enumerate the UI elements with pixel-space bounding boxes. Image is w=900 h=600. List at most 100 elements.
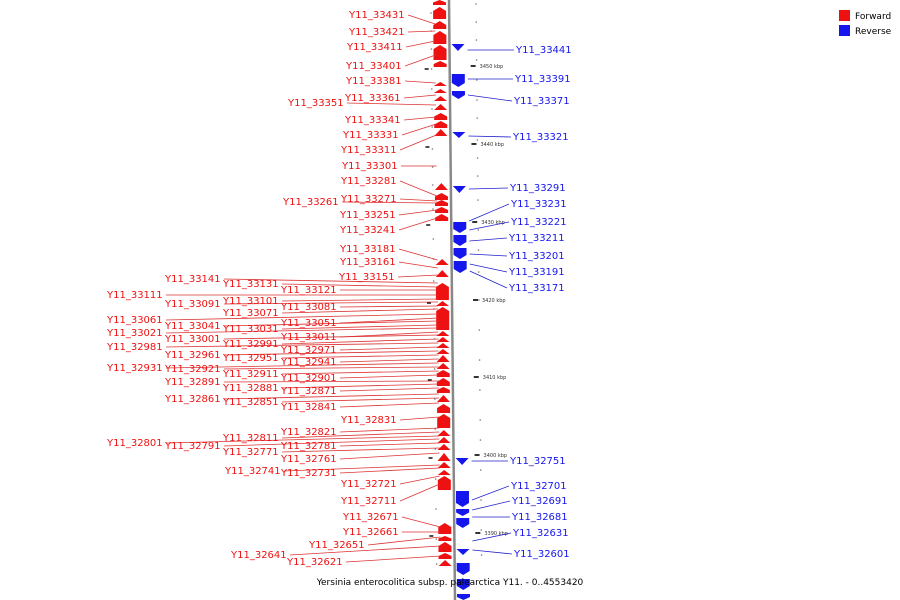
forward-gene-label[interactable]: Y11_32951 <box>222 353 279 364</box>
forward-gene-label[interactable]: Y11_32941 <box>280 357 337 368</box>
forward-gene-label[interactable]: Y11_33021 <box>106 328 163 339</box>
reverse-gene-label[interactable]: Y11_32601 <box>513 549 570 560</box>
forward-feature-31[interactable] <box>436 387 450 393</box>
forward-gene-label[interactable]: Y11_32731 <box>280 468 337 479</box>
reverse-gene-label[interactable]: Y11_32681 <box>511 512 568 523</box>
forward-gene-label[interactable]: Y11_32771 <box>222 447 279 458</box>
forward-feature-5[interactable] <box>433 61 447 67</box>
forward-gene-label[interactable]: Y11_32851 <box>222 397 279 408</box>
forward-feature-4[interactable] <box>433 45 447 60</box>
forward-feature-1[interactable] <box>433 7 447 19</box>
reverse-feature-8[interactable] <box>453 261 467 273</box>
reverse-feature-9[interactable] <box>455 458 469 465</box>
forward-gene-label[interactable]: Y11_32981 <box>106 342 163 353</box>
reverse-gene-label[interactable]: Y11_32751 <box>509 456 566 467</box>
forward-gene-label[interactable]: Y11_32661 <box>342 527 399 538</box>
forward-gene-label[interactable]: Y11_32621 <box>286 557 343 568</box>
forward-gene-label[interactable]: Y11_33031 <box>222 324 279 335</box>
forward-gene-label[interactable]: Y11_32931 <box>106 363 163 374</box>
forward-gene-label[interactable]: Y11_33071 <box>222 308 279 319</box>
forward-feature-0[interactable] <box>433 0 447 5</box>
reverse-feature-5[interactable] <box>453 222 467 233</box>
reverse-gene-label[interactable]: Y11_32691 <box>511 496 568 507</box>
forward-gene-label[interactable]: Y11_32761 <box>280 454 337 465</box>
forward-feature-6[interactable] <box>433 82 447 86</box>
forward-feature-43[interactable] <box>438 536 452 541</box>
forward-feature-21[interactable] <box>436 301 450 306</box>
forward-feature-18[interactable] <box>435 259 449 265</box>
forward-gene-label[interactable]: Y11_32791 <box>164 441 221 452</box>
forward-gene-label[interactable]: Y11_33011 <box>280 332 337 343</box>
forward-gene-label[interactable]: Y11_33131 <box>222 279 279 290</box>
forward-feature-28[interactable] <box>436 363 450 369</box>
forward-gene-label[interactable]: Y11_32781 <box>280 441 337 452</box>
forward-feature-37[interactable] <box>437 444 451 450</box>
forward-gene-label[interactable]: Y11_32891 <box>164 377 221 388</box>
reverse-gene-label[interactable]: Y11_33321 <box>512 132 569 143</box>
reverse-feature-14[interactable] <box>456 563 470 575</box>
forward-gene-label[interactable]: Y11_32721 <box>340 479 397 490</box>
reverse-gene-label[interactable]: Y11_32701 <box>510 481 567 492</box>
forward-feature-36[interactable] <box>437 437 451 443</box>
forward-gene-label[interactable]: Y11_33281 <box>340 176 397 187</box>
forward-gene-label[interactable]: Y11_33251 <box>339 210 396 221</box>
reverse-feature-13[interactable] <box>456 549 470 555</box>
forward-gene-label[interactable]: Y11_32811 <box>222 433 279 444</box>
forward-feature-24[interactable] <box>436 337 450 342</box>
forward-feature-8[interactable] <box>433 96 447 101</box>
forward-gene-label[interactable]: Y11_33421 <box>348 27 405 38</box>
forward-gene-label[interactable]: Y11_33311 <box>340 145 397 156</box>
forward-feature-17[interactable] <box>435 214 449 221</box>
forward-gene-label[interactable]: Y11_32901 <box>280 373 337 384</box>
forward-feature-12[interactable] <box>434 129 448 136</box>
forward-gene-label[interactable]: Y11_32831 <box>340 415 397 426</box>
forward-gene-label[interactable]: Y11_33161 <box>339 257 396 268</box>
forward-feature-44[interactable] <box>438 542 452 552</box>
forward-gene-label[interactable]: Y11_33041 <box>164 321 221 332</box>
forward-gene-label[interactable]: Y11_33141 <box>164 274 221 285</box>
reverse-feature-11[interactable] <box>456 509 470 516</box>
forward-gene-label[interactable]: Y11_32871 <box>280 386 337 397</box>
forward-feature-23[interactable] <box>436 331 450 336</box>
forward-gene-label[interactable]: Y11_33271 <box>340 194 397 205</box>
forward-feature-29[interactable] <box>436 370 450 377</box>
reverse-feature-16[interactable] <box>456 594 470 600</box>
reverse-feature-4[interactable] <box>452 186 466 193</box>
reverse-gene-label[interactable]: Y11_33211 <box>508 233 565 244</box>
forward-feature-11[interactable] <box>434 121 448 128</box>
forward-feature-39[interactable] <box>437 462 451 468</box>
reverse-gene-label[interactable]: Y11_33231 <box>510 199 567 210</box>
forward-gene-label[interactable]: Y11_32991 <box>222 339 279 350</box>
forward-feature-25[interactable] <box>436 343 450 348</box>
forward-gene-label[interactable]: Y11_32821 <box>280 427 337 438</box>
forward-gene-label[interactable]: Y11_33091 <box>164 299 221 310</box>
forward-feature-35[interactable] <box>437 430 451 436</box>
reverse-gene-label[interactable]: Y11_33291 <box>509 183 566 194</box>
forward-feature-38[interactable] <box>437 453 451 461</box>
forward-gene-label[interactable]: Y11_32651 <box>308 540 365 551</box>
forward-feature-40[interactable] <box>437 470 451 475</box>
forward-feature-42[interactable] <box>438 523 452 534</box>
forward-gene-label[interactable]: Y11_33331 <box>342 130 399 141</box>
forward-feature-30[interactable] <box>436 378 450 386</box>
reverse-gene-label[interactable]: Y11_33371 <box>513 96 570 107</box>
forward-gene-label[interactable]: Y11_33051 <box>280 318 337 329</box>
forward-feature-33[interactable] <box>437 404 451 413</box>
forward-feature-27[interactable] <box>436 355 450 362</box>
forward-feature-22[interactable] <box>436 307 450 330</box>
reverse-feature-6[interactable] <box>453 235 467 246</box>
forward-feature-2[interactable] <box>433 21 447 29</box>
forward-gene-label[interactable]: Y11_33001 <box>164 334 221 345</box>
reverse-feature-12[interactable] <box>456 518 470 528</box>
forward-gene-label[interactable]: Y11_32711 <box>340 496 397 507</box>
reverse-gene-label[interactable]: Y11_33221 <box>510 217 567 228</box>
forward-gene-label[interactable]: Y11_32971 <box>280 345 337 356</box>
reverse-feature-1[interactable] <box>451 74 465 87</box>
forward-feature-14[interactable] <box>434 193 448 200</box>
forward-gene-label[interactable]: Y11_32961 <box>164 350 221 361</box>
forward-gene-label[interactable]: Y11_32861 <box>164 394 221 405</box>
forward-gene-label[interactable]: Y11_33081 <box>280 302 337 313</box>
reverse-feature-10[interactable] <box>455 491 469 507</box>
forward-gene-label[interactable]: Y11_32671 <box>342 512 399 523</box>
forward-gene-label[interactable]: Y11_33411 <box>346 42 403 53</box>
